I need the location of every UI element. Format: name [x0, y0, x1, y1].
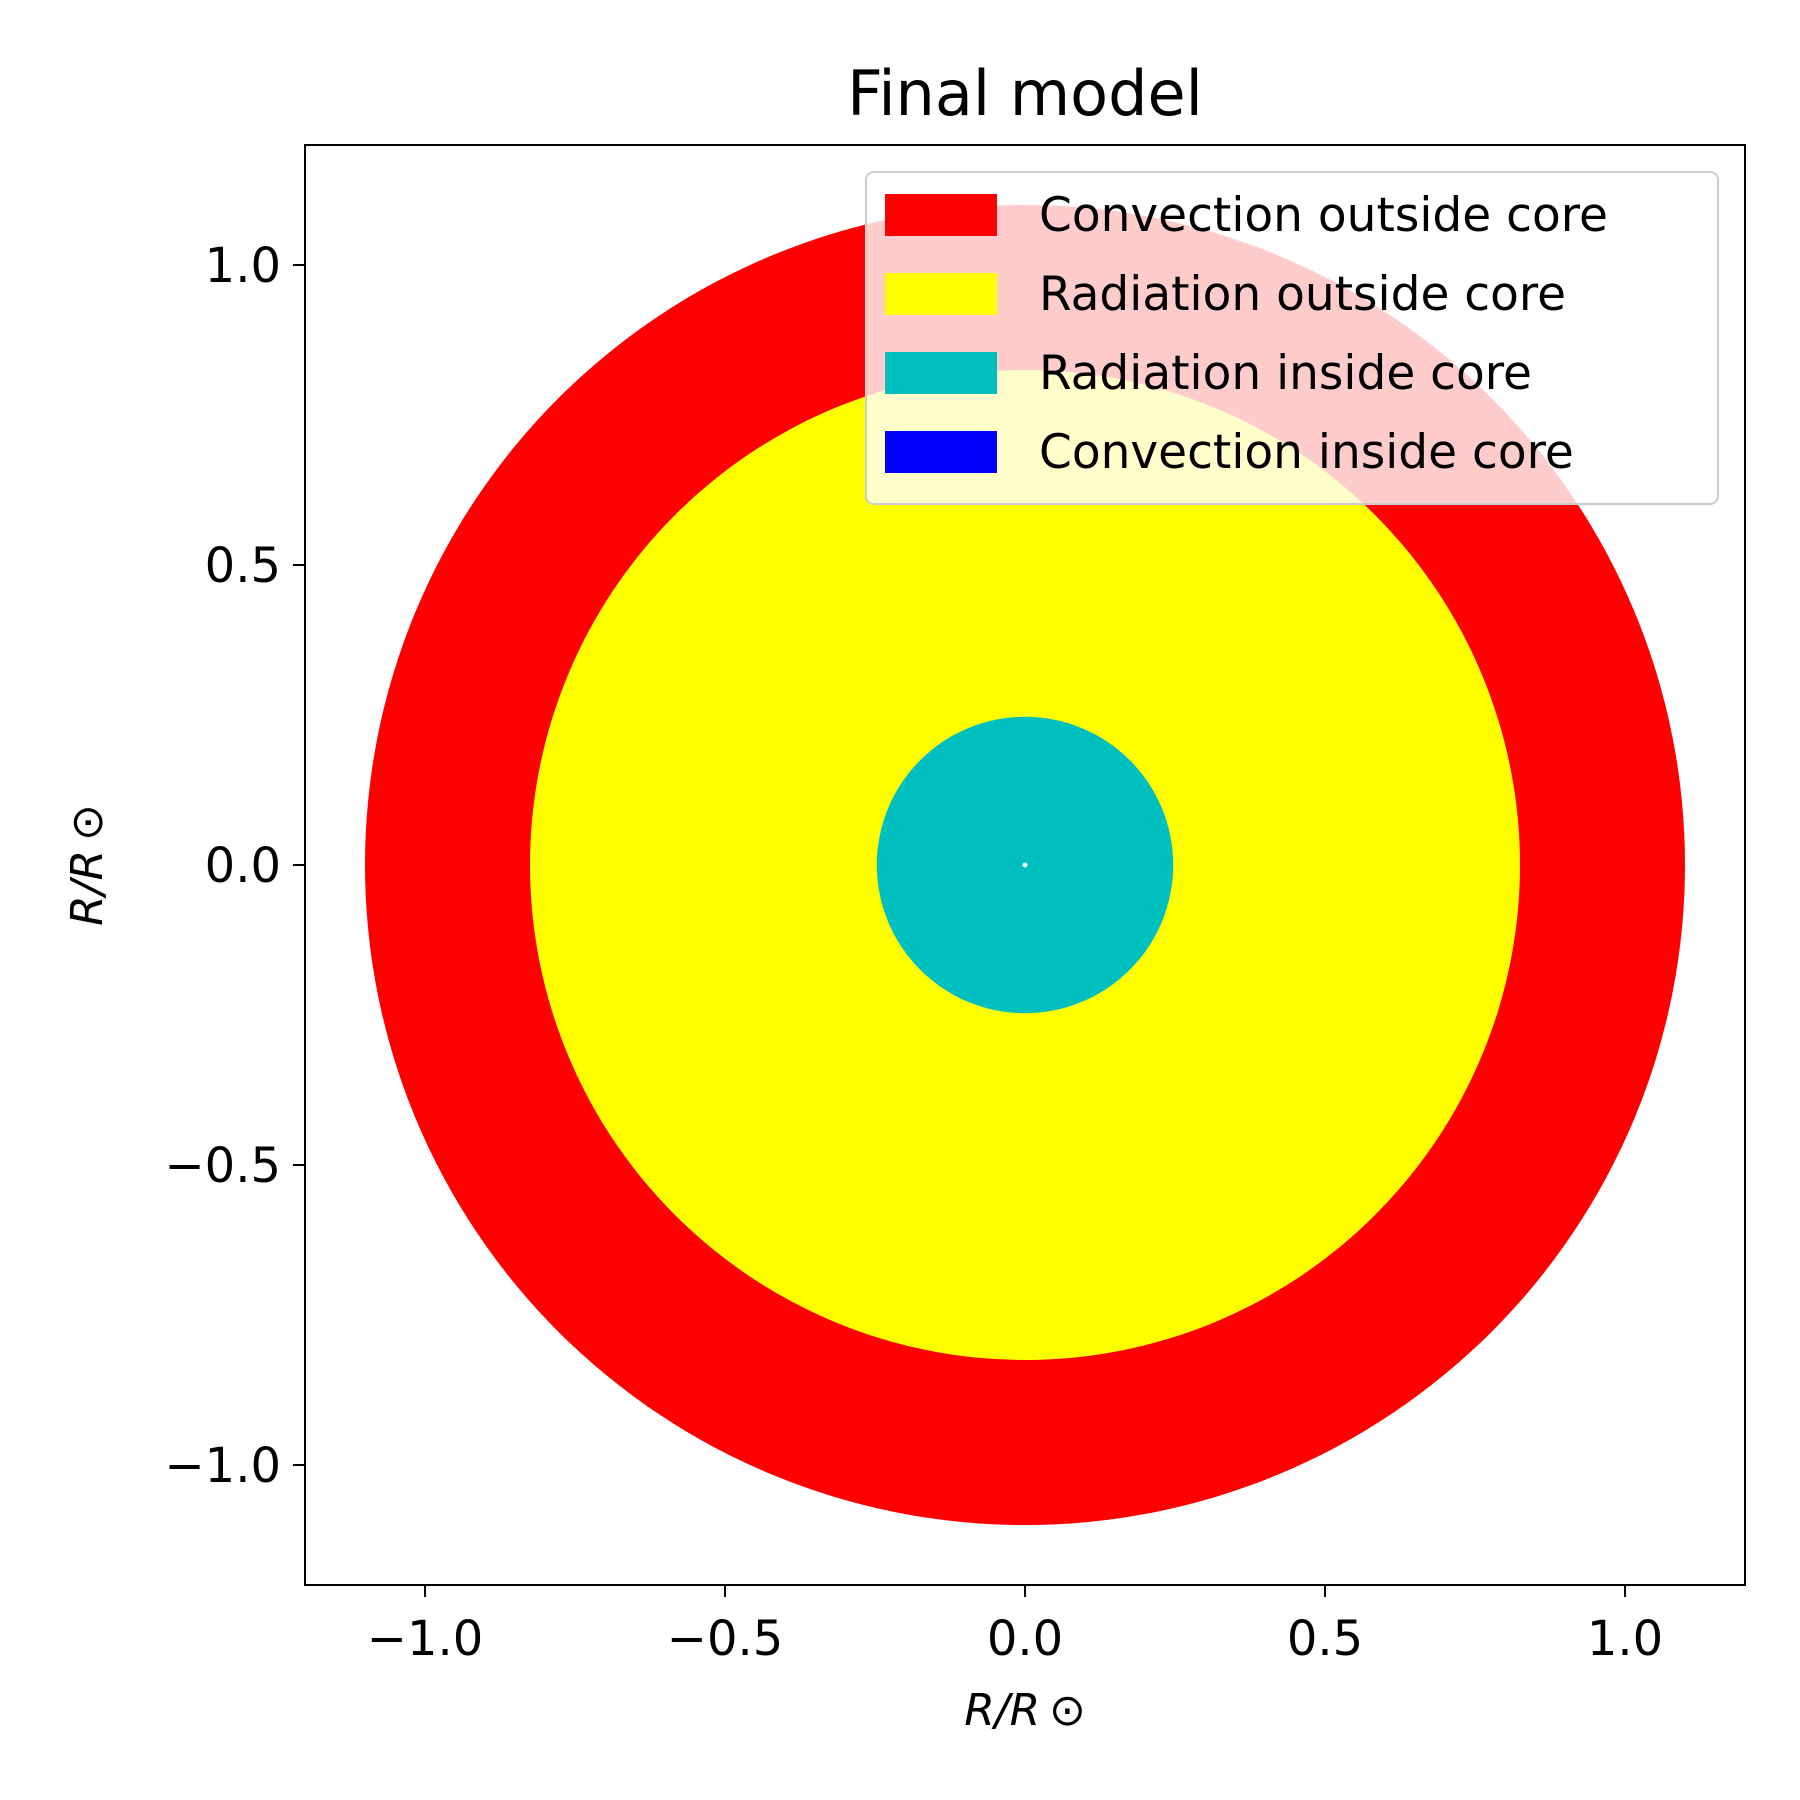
legend-label: Radiation inside core [1039, 346, 1532, 401]
legend-label: Convection outside core [1039, 188, 1608, 243]
x-tick-label: 0.0 [987, 1611, 1063, 1667]
x-tick-label: −0.5 [667, 1611, 784, 1667]
legend-swatch [885, 194, 997, 236]
legend: Convection outside core Radiation outside… [865, 171, 1719, 505]
legend-swatch [885, 431, 997, 473]
y-axis-label: R/R ⊙ [62, 804, 113, 926]
y-tick-label: 1.0 [205, 238, 281, 294]
y-tick-label: 0.0 [205, 838, 281, 894]
legend-label: Radiation outside core [1039, 267, 1566, 322]
y-tick-label: −1.0 [164, 1438, 281, 1494]
chart-title: Final model [847, 57, 1203, 130]
x-tick-label: −1.0 [367, 1611, 484, 1667]
legend-box [865, 171, 1719, 505]
legend-label: Convection inside core [1039, 425, 1574, 480]
regions-layer [365, 205, 1685, 1525]
x-tick-label: 1.0 [1587, 1611, 1663, 1667]
legend-swatch [885, 273, 997, 315]
x-axis: −1.0 −0.5 0.0 0.5 1.0 [367, 1585, 1663, 1667]
center-marker [1022, 862, 1028, 868]
y-tick-label: 0.5 [205, 538, 281, 594]
legend-swatch [885, 352, 997, 394]
y-axis: −1.0 −0.5 0.0 0.5 1.0 [164, 238, 305, 1494]
x-tick-label: 0.5 [1287, 1611, 1363, 1667]
y-tick-label: −0.5 [164, 1138, 281, 1194]
x-axis-label: R/R ⊙ [964, 1685, 1086, 1736]
